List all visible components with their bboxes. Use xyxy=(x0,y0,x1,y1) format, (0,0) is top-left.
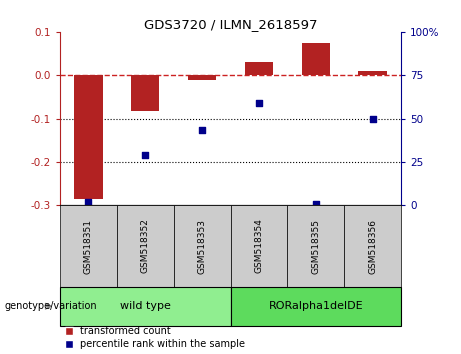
Bar xyxy=(344,205,401,287)
Point xyxy=(142,153,149,158)
Bar xyxy=(74,75,102,199)
Bar xyxy=(60,287,230,326)
Text: GSM518356: GSM518356 xyxy=(368,218,377,274)
Point xyxy=(255,101,263,106)
Text: wild type: wild type xyxy=(120,301,171,311)
Point xyxy=(198,127,206,133)
Text: RORalpha1delDE: RORalpha1delDE xyxy=(268,301,363,311)
Bar xyxy=(174,205,230,287)
Bar xyxy=(188,75,216,80)
Bar xyxy=(230,287,401,326)
Bar xyxy=(117,205,174,287)
Bar xyxy=(287,205,344,287)
Text: GSM518352: GSM518352 xyxy=(141,218,150,274)
Bar xyxy=(245,62,273,75)
Bar xyxy=(230,205,287,287)
Legend: transformed count, percentile rank within the sample: transformed count, percentile rank withi… xyxy=(65,326,245,349)
Text: GSM518353: GSM518353 xyxy=(198,218,207,274)
Point xyxy=(85,199,92,205)
Text: GSM518354: GSM518354 xyxy=(254,218,263,274)
Title: GDS3720 / ILMN_2618597: GDS3720 / ILMN_2618597 xyxy=(144,18,317,31)
Text: GSM518355: GSM518355 xyxy=(311,218,320,274)
Bar xyxy=(131,75,160,111)
Text: genotype/variation: genotype/variation xyxy=(5,301,97,311)
Text: GSM518351: GSM518351 xyxy=(84,218,93,274)
Bar xyxy=(358,71,387,75)
Point xyxy=(369,116,376,121)
Bar xyxy=(60,205,117,287)
Bar xyxy=(301,43,330,75)
Point xyxy=(312,201,319,206)
